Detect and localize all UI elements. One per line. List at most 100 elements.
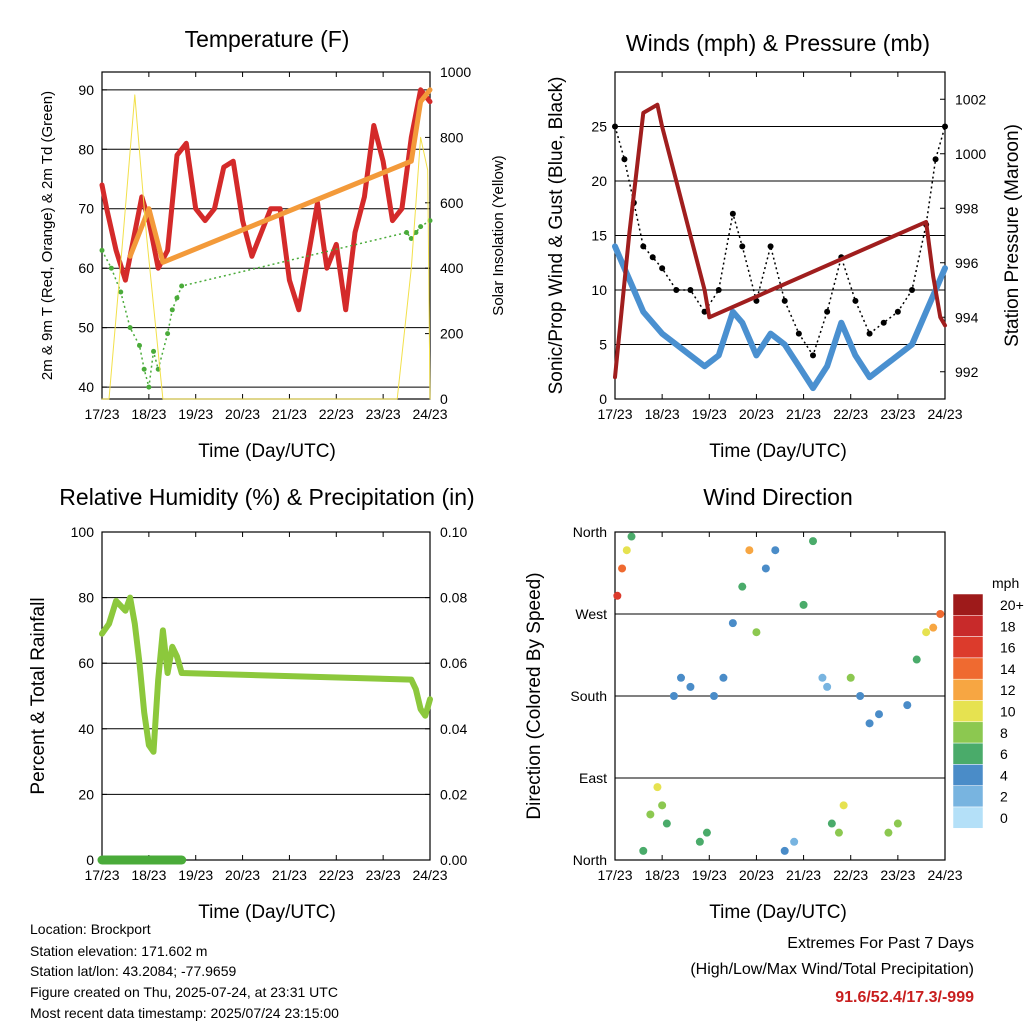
y-tick-label: 20 — [591, 173, 607, 189]
legend-swatch — [952, 721, 984, 744]
y2-tick-label: 0.02 — [440, 786, 467, 802]
direction-point — [875, 710, 883, 719]
y-axis-label: 2m & 9m T (Red, Orange) & 2m Td (Green) — [39, 91, 56, 380]
direction-point — [627, 532, 636, 541]
y-axis-label: Sonic/Prop Wind & Gust (Blue, Black) — [546, 77, 567, 395]
legend-swatch — [952, 700, 984, 723]
x-tick-label: 19/23 — [692, 867, 727, 883]
y2-tick-label: 0.08 — [440, 590, 467, 606]
created-text: Figure created on Thu, 2025-07-24, at 23… — [30, 984, 338, 1000]
direction-point — [936, 610, 945, 618]
x-axis-label: Time (Day/UTC) — [709, 441, 847, 462]
direction-point — [662, 819, 671, 828]
x-tick-label: 24/23 — [412, 867, 447, 883]
latlon-text: Station lat/lon: 43.2084; -77.9659 — [30, 963, 237, 979]
y2-tick-label: 1002 — [955, 91, 986, 107]
direction-point — [622, 546, 631, 555]
legend-swatch — [952, 785, 984, 808]
direction-point — [893, 819, 902, 828]
legend-swatch — [952, 678, 984, 701]
direction-point — [799, 600, 808, 609]
direction-point — [761, 564, 770, 573]
direction-point — [903, 701, 912, 710]
direction-point — [922, 628, 931, 637]
direction-point — [846, 673, 855, 682]
legend-swatch — [952, 657, 984, 680]
y-tick-label: North — [573, 524, 607, 540]
x-tick-label: 22/23 — [319, 867, 354, 883]
direction-point — [613, 591, 622, 600]
direction-point — [653, 783, 662, 792]
legend-label: 2 — [1000, 789, 1008, 805]
direction-point — [771, 546, 780, 555]
x-tick-label: 21/23 — [786, 406, 821, 422]
direction-point — [695, 837, 704, 846]
direction-point — [702, 828, 711, 837]
x-tick-label: 17/23 — [597, 867, 632, 883]
y-tick-label: 0 — [599, 391, 607, 407]
x-tick-label: 18/23 — [131, 406, 166, 422]
x-tick-label: 18/23 — [645, 867, 680, 883]
direction-point — [818, 673, 827, 682]
y2-tick-label: 994 — [955, 309, 979, 325]
x-tick-label: 23/23 — [366, 867, 401, 883]
direction-point — [884, 828, 893, 837]
series-point-gust — [942, 123, 948, 130]
x-axis-label: Time (Day/UTC) — [198, 902, 336, 923]
direction-point — [827, 819, 836, 828]
x-tick-label: 20/23 — [225, 867, 260, 883]
y-tick-label: 90 — [78, 82, 94, 98]
y-tick-label: 70 — [78, 201, 94, 217]
direction-point — [912, 655, 921, 664]
y2-tick-label: 200 — [440, 326, 464, 342]
direction-point — [719, 673, 728, 682]
y-tick-label: 100 — [71, 524, 95, 540]
series-point-2m-td — [127, 325, 133, 331]
series-point-gust — [781, 297, 788, 304]
legend-swatch — [952, 615, 984, 637]
y2-tick-label: 996 — [955, 255, 979, 271]
direction-point — [745, 546, 754, 555]
y2-axis-label: Solar Insolation (Yellow) — [490, 155, 507, 315]
y2-tick-label: 0 — [440, 391, 448, 407]
y-tick-label: 5 — [599, 337, 607, 353]
x-tick-label: 20/23 — [225, 406, 260, 422]
series-point-2m-td — [404, 230, 410, 236]
y2-tick-label: 0.04 — [440, 721, 467, 737]
direction-point — [929, 623, 938, 632]
x-axis-label: Time (Day/UTC) — [198, 441, 336, 462]
location-text: Location: Brockport — [30, 921, 151, 937]
y2-tick-label: 992 — [955, 364, 979, 380]
y-tick-label: South — [570, 688, 607, 704]
series-point-2m-td — [99, 247, 105, 253]
direction-point — [856, 692, 865, 700]
series-point-gust — [687, 287, 694, 293]
legend-swatch — [952, 764, 984, 786]
x-tick-label: 24/23 — [927, 406, 962, 422]
direction-point — [790, 837, 799, 846]
series-line-station-pressure — [613, 102, 947, 380]
x-tick-label: 23/23 — [366, 406, 401, 422]
direction-point — [639, 846, 648, 855]
x-tick-label: 18/23 — [645, 406, 680, 422]
y2-tick-label: 0.06 — [440, 655, 467, 671]
plot-frame — [614, 71, 946, 400]
y2-axis-label: Station Pressure (Maroon) — [1002, 124, 1023, 347]
y-tick-label: 25 — [591, 119, 607, 135]
y2-tick-label: 800 — [440, 129, 464, 145]
direction-point — [618, 564, 627, 573]
y2-tick-label: 1000 — [440, 64, 471, 80]
direction-point — [677, 673, 685, 682]
extremes-values: 91.6/52.4/17.3/-999 — [835, 989, 974, 1006]
direction-point — [752, 628, 761, 637]
y-tick-label: 80 — [78, 141, 94, 157]
direction-point — [710, 692, 718, 700]
legend-label: 0 — [1000, 810, 1008, 826]
legend-label: 16 — [1000, 640, 1016, 656]
y-tick-label: 40 — [78, 721, 94, 737]
legend-label: 20+ — [1000, 597, 1024, 613]
series-line-wind — [612, 243, 948, 392]
y2-tick-label: 400 — [440, 260, 464, 276]
panel-title: Relative Humidity (%) & Precipitation (i… — [59, 484, 474, 510]
legend-label: 6 — [1000, 746, 1008, 762]
